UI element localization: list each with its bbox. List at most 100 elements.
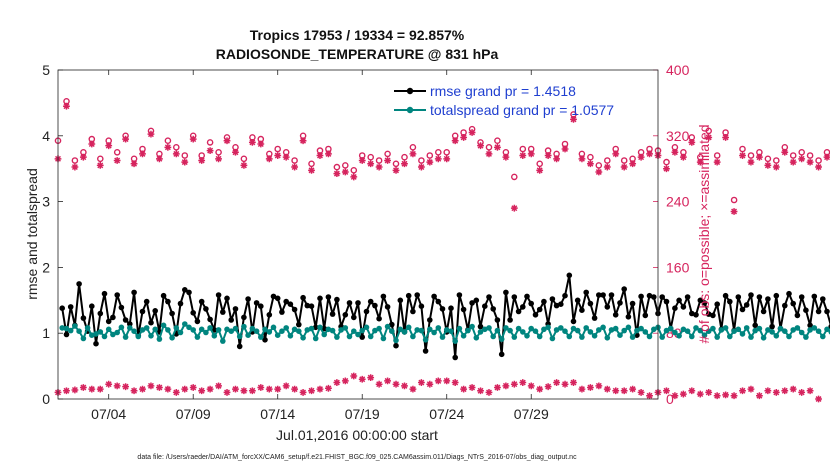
rmse-point (262, 337, 268, 343)
possible-point (333, 163, 341, 171)
assimilated-low-point (88, 385, 96, 393)
assimilated-low-point (122, 383, 130, 391)
possible-point (367, 153, 375, 161)
spread-point (629, 334, 636, 340)
assimilated-point (519, 152, 527, 159)
assimilated-low-point (646, 392, 653, 400)
possible-point (350, 166, 358, 174)
assimilated-point (426, 158, 434, 166)
assimilated-low-point (333, 379, 341, 386)
rmse-point (722, 292, 729, 299)
y-right-tick-label: 0 (666, 391, 674, 407)
rmse-point (659, 294, 665, 300)
spread-point (790, 327, 796, 333)
rmse-point (646, 292, 653, 299)
rmse-point (76, 281, 82, 287)
spread-point (97, 329, 104, 335)
assimilated-point (96, 162, 104, 169)
spread-point (667, 325, 674, 332)
rmse-point (152, 308, 158, 314)
spread-point (329, 327, 336, 334)
assimilated-low-point (739, 387, 746, 395)
rmse-point (245, 296, 251, 302)
assimilated-low-point (586, 384, 594, 391)
assimilated-point (536, 166, 544, 174)
possible-point (806, 152, 814, 159)
rmse-point (515, 308, 522, 315)
assimilated-point (443, 155, 451, 163)
rmse-point (735, 294, 742, 300)
rmse-point (672, 305, 678, 312)
y-tick-label: 2 (42, 259, 50, 275)
rmse-point (583, 289, 589, 296)
rmse-point (820, 296, 826, 302)
rmse-point (693, 312, 699, 318)
assimilated-low-point (409, 385, 417, 393)
spread-point (587, 329, 594, 335)
rmse-point (308, 303, 315, 310)
assimilated-point (713, 158, 721, 166)
assimilated-point (696, 158, 704, 166)
possible-point (713, 152, 721, 159)
assimilated-point (494, 143, 501, 151)
possible-point (789, 152, 797, 159)
rmse-point (207, 316, 213, 323)
assimilated-point (460, 134, 468, 141)
assimilated-point (747, 158, 755, 166)
spread-point (321, 331, 328, 338)
rmse-point (253, 300, 260, 306)
spread-point (820, 333, 826, 340)
spread-point (127, 325, 133, 331)
rmse-point (807, 322, 813, 329)
spread-point (600, 324, 606, 331)
rmse-point (448, 305, 454, 312)
assimilated-point (147, 130, 155, 138)
y-tick-label: 4 (42, 128, 50, 144)
spread-point (427, 326, 433, 333)
rmse-point (376, 315, 382, 322)
spread-point (384, 323, 391, 330)
spread-point (503, 325, 509, 331)
possible-point (443, 148, 451, 156)
legend-rmse-label: rmse grand pr = 1.4518 (430, 83, 576, 99)
possible-point (308, 160, 315, 168)
spread-point (389, 328, 395, 335)
rmse-point (676, 297, 682, 304)
spread-point (186, 324, 192, 331)
spread-point (435, 325, 442, 331)
assimilated-low-point (578, 385, 586, 393)
assimilated-point (409, 150, 417, 158)
assimilated-point (477, 142, 484, 150)
spread-point (266, 329, 273, 335)
rmse-point (410, 308, 416, 315)
spread-point (718, 327, 725, 333)
spread-point (59, 325, 65, 331)
assimilated-point (527, 150, 535, 158)
rmse-point (469, 300, 475, 306)
spread-point (410, 333, 416, 340)
spread-point (638, 325, 644, 332)
assimilated-low-point (265, 385, 273, 393)
assimilated-point (139, 150, 146, 158)
rmse-point (642, 312, 649, 319)
assimilated-point (739, 152, 746, 159)
assimilated-low-point (519, 379, 527, 386)
rmse-point (477, 323, 484, 330)
assimilated-low-point (468, 384, 476, 391)
rmse-point (363, 308, 370, 315)
spread-point (824, 326, 830, 333)
rmse-point (101, 290, 108, 297)
chart-title-line1: Tropics 17953 / 19334 = 92.857% (250, 27, 465, 43)
spread-point (169, 335, 175, 341)
spread-point (414, 327, 421, 333)
possible-point (663, 158, 670, 166)
y-axis-label-right: # of obs: o=possible; ×=assimilated (696, 124, 712, 343)
assimilated-low-point (798, 389, 806, 396)
assimilated-low-point (71, 386, 79, 394)
rmse-point (186, 289, 192, 296)
rmse-point (393, 342, 399, 349)
spread-point (439, 334, 446, 340)
rmse-point (122, 317, 129, 323)
assimilated-low-point (308, 387, 315, 395)
spread-point (203, 329, 209, 336)
